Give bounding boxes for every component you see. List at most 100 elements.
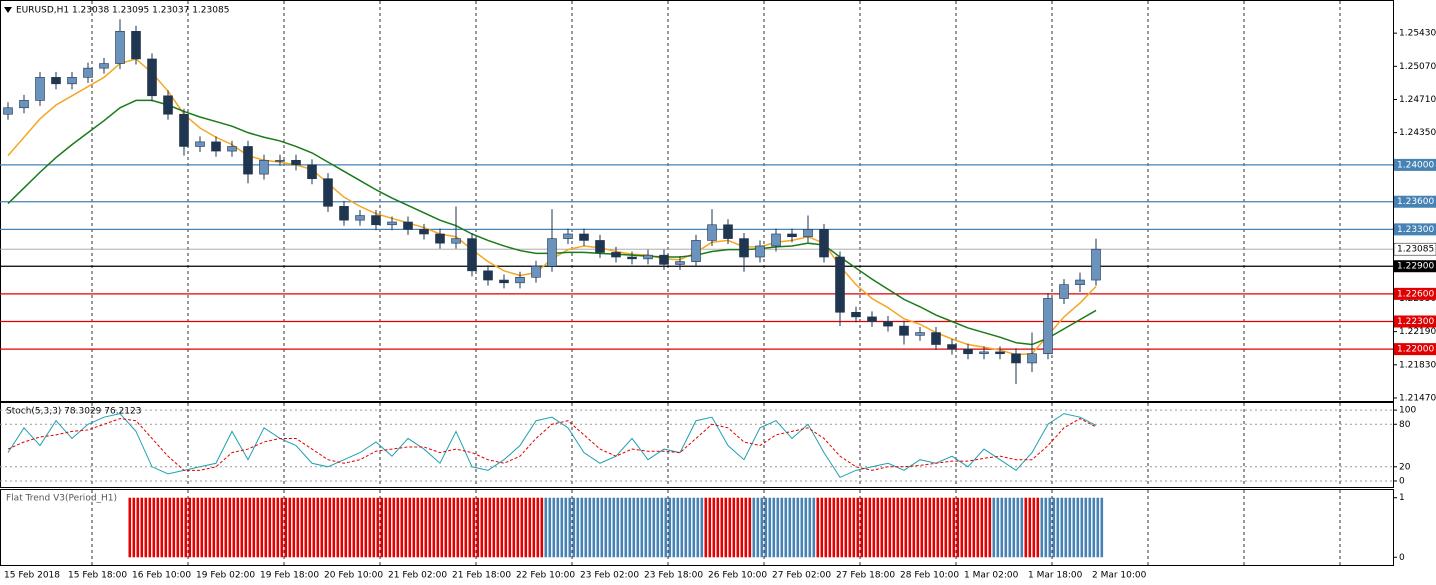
trend-bar [808, 497, 812, 558]
trend-bar [1080, 497, 1084, 558]
trend-bar [320, 497, 324, 558]
trend-bar [804, 497, 808, 558]
trend-bar [1052, 497, 1056, 558]
candle-body [803, 229, 813, 238]
trend-bar [316, 497, 320, 558]
trend-bar [956, 497, 960, 558]
candle-body [1059, 284, 1069, 299]
x-tick-label: 21 Feb 02:00 [388, 571, 447, 581]
trend-bar [424, 497, 428, 558]
trend-bar [856, 497, 860, 558]
trend-bar [164, 497, 168, 558]
y-tick-label: 20 [1399, 462, 1411, 472]
trend-bar [472, 497, 476, 558]
candle-body [611, 252, 621, 258]
trend-bar [916, 497, 920, 558]
trend-bar [372, 497, 376, 558]
trend-bar [752, 497, 756, 558]
trend-bar [244, 497, 248, 558]
candle-body [963, 348, 973, 355]
trend-bar [860, 497, 864, 558]
trend-bar [140, 497, 144, 558]
trend-bar [712, 497, 716, 558]
trend-bar [380, 497, 384, 558]
trend-bar [668, 497, 672, 558]
trend-bar [1048, 497, 1052, 558]
stoch-line [7, 418, 1097, 471]
trend-bar [416, 497, 420, 558]
trend-bar [724, 497, 728, 558]
level-label-box [1394, 195, 1436, 208]
candle-body [467, 238, 477, 272]
trend-bar [988, 497, 992, 558]
trend-bar [584, 497, 588, 558]
trend-bar [508, 497, 512, 558]
level-label: 1.22300 [1397, 317, 1434, 327]
trend-bar [888, 497, 892, 558]
x-tick-label: 15 Feb 18:00 [68, 571, 127, 581]
trend-bar [924, 497, 928, 558]
chart-title: EURUSD,H1 1.23038 1.23095 1.23037 1.2308… [16, 6, 229, 16]
x-tick-label: 1 Mar 02:00 [964, 571, 1019, 581]
trend-bar [196, 497, 200, 558]
trend-bar [548, 497, 552, 558]
trend-bar [692, 497, 696, 558]
trend-bar [460, 497, 464, 558]
level-label: 1.23600 [1397, 197, 1434, 207]
trend-bar [368, 497, 372, 558]
trend-bar [280, 497, 284, 558]
x-tick-label: 2 Mar 10:00 [1092, 571, 1147, 581]
trend-bar [456, 497, 460, 558]
trend-bar [656, 497, 660, 558]
trend-bar [800, 497, 804, 558]
trend-bar [792, 497, 796, 558]
candle-body [851, 311, 861, 318]
candle-body [147, 58, 157, 97]
trend-bar [944, 497, 948, 558]
trend-bar [932, 497, 936, 558]
trend-bar [408, 497, 412, 558]
trend-bar [232, 497, 236, 558]
level-label-box [1394, 315, 1436, 328]
trend-bar [180, 497, 184, 558]
candle-body [883, 321, 893, 327]
trend-bar [1060, 497, 1064, 558]
trend-bar [520, 497, 524, 558]
trend-bar [300, 497, 304, 558]
trend-bar [704, 497, 708, 558]
candle-body [547, 238, 557, 267]
trend-bar [272, 497, 276, 558]
candle-body [451, 238, 461, 244]
trend-bar [376, 497, 380, 558]
trend-bar [200, 497, 204, 558]
trend-bar [688, 497, 692, 558]
candle-body [947, 344, 957, 350]
trend-bar [708, 497, 712, 558]
trend-bar [884, 497, 888, 558]
trend-bar [720, 497, 724, 558]
candle-body [259, 159, 269, 175]
trend-bar [1100, 497, 1104, 558]
x-tick-label: 21 Feb 18:00 [452, 571, 511, 581]
trend-bar [1008, 497, 1012, 558]
trend-bar [780, 497, 784, 558]
trend-bar [1096, 497, 1100, 558]
trend-bar [488, 497, 492, 558]
last-price-box [1393, 242, 1436, 256]
candle-body [115, 31, 125, 64]
trend-bar [284, 497, 288, 558]
x-tick-label: 23 Feb 18:00 [644, 571, 703, 581]
trend-bar [192, 497, 196, 558]
trend-bar [176, 497, 180, 558]
y-tick-label: 1.25430 [1399, 29, 1436, 39]
trend-bar [892, 497, 896, 558]
trend-bar [836, 497, 840, 558]
trend-bar [760, 497, 764, 558]
candle-body [371, 215, 381, 226]
x-tick-label: 16 Feb 10:00 [132, 571, 191, 581]
trend-bar [896, 497, 900, 558]
trend-bar [1072, 497, 1076, 558]
candle-body [627, 256, 637, 260]
y-tick-label: 80 [1399, 420, 1411, 430]
